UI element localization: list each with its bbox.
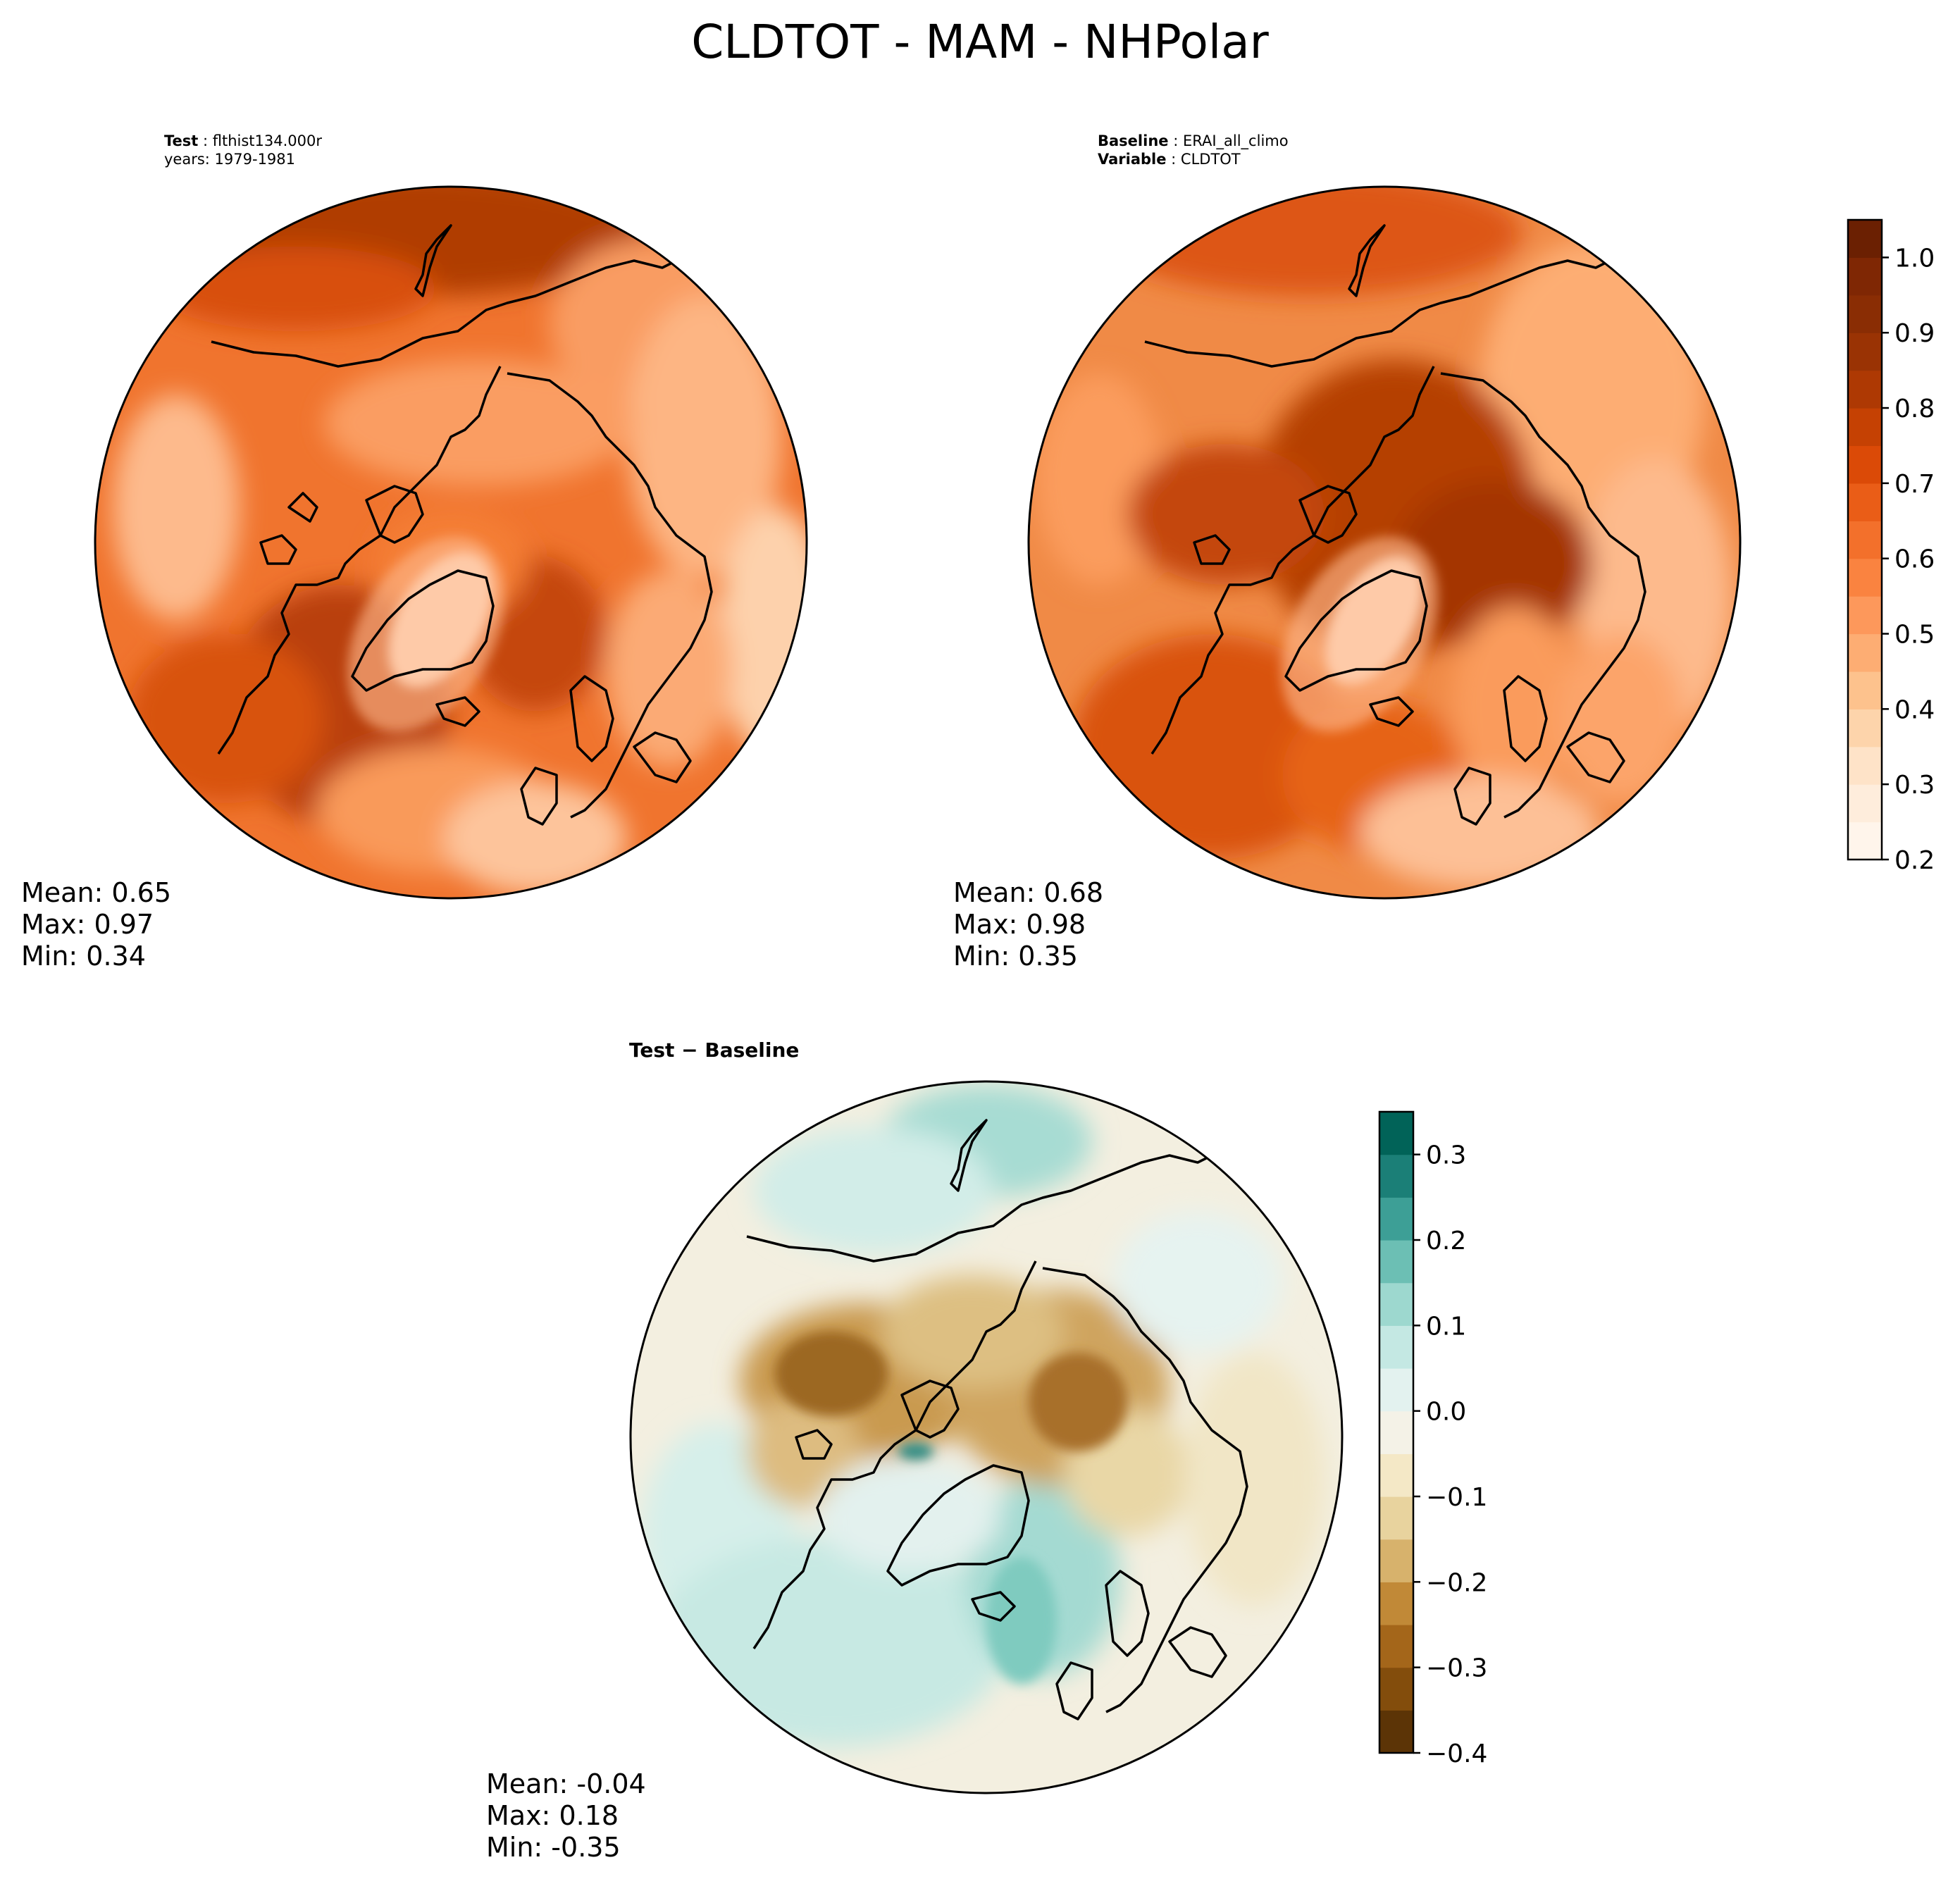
colorbar-difference-tick-label: −0.3 bbox=[1426, 1654, 1487, 1683]
panel-test-stat-min: Min: 0.34 bbox=[21, 941, 146, 972]
colorbar-cldtot-swatch bbox=[1848, 294, 1882, 333]
colorbar-difference-swatch bbox=[1379, 1496, 1413, 1540]
colorbar-difference-swatch bbox=[1379, 1282, 1413, 1326]
colorbar-difference-tick-label: 0.2 bbox=[1426, 1227, 1466, 1255]
colorbar-cldtot-swatch bbox=[1848, 671, 1882, 709]
colorbar-difference-swatch bbox=[1379, 1625, 1413, 1668]
map-difference bbox=[631, 1081, 1342, 1793]
colorbar-cldtot-tick-label: 0.3 bbox=[1894, 771, 1935, 800]
colorbar-cldtot-tick-label: 0.7 bbox=[1894, 470, 1935, 499]
colorbar-cldtot-swatch bbox=[1848, 521, 1882, 559]
colorbar-cldtot-swatch bbox=[1848, 408, 1882, 447]
colorbar-difference-swatch bbox=[1379, 1667, 1413, 1711]
panel-test-header-line2: years: 1979-1981 bbox=[164, 151, 295, 168]
map-test bbox=[95, 187, 807, 898]
colorbar-difference-swatch bbox=[1379, 1240, 1413, 1284]
panel-baseline-header-line1: Baseline : ERAI_all_climo bbox=[1098, 132, 1289, 150]
panel-baseline-stat-min: Min: 0.35 bbox=[953, 941, 1078, 972]
colorbar-cldtot-tick-label: 0.2 bbox=[1894, 846, 1935, 875]
colorbar-difference-frame bbox=[1378, 1110, 1415, 1754]
colorbar-difference-tick-label: −0.4 bbox=[1426, 1740, 1487, 1768]
colorbar-cldtot-swatch bbox=[1848, 746, 1882, 785]
colorbar-difference-tick-label: −0.2 bbox=[1426, 1568, 1487, 1597]
colorbar-difference-tick-label: 0.1 bbox=[1426, 1312, 1466, 1341]
figure-title: CLDTOT - MAM - NHPolar bbox=[691, 15, 1269, 69]
colorbar-difference-swatch bbox=[1379, 1453, 1413, 1497]
colorbar-difference-swatch bbox=[1379, 1710, 1413, 1754]
colorbar-difference-swatch bbox=[1379, 1325, 1413, 1369]
colorbar-cldtot-swatch bbox=[1848, 333, 1882, 371]
panel-test-header-line1: Test : flthist134.000r bbox=[164, 132, 322, 149]
colorbar-difference-swatch bbox=[1379, 1112, 1413, 1155]
colorbar-cldtot-swatch bbox=[1848, 596, 1882, 635]
panel-difference-stat-max: Max: 0.18 bbox=[486, 1800, 619, 1831]
colorbar-cldtot-tick-label: 0.4 bbox=[1894, 695, 1935, 724]
colorbar-cldtot-tick-label: 1.0 bbox=[1894, 244, 1935, 273]
map-test-boundary bbox=[94, 185, 808, 900]
colorbar-cldtot-swatch bbox=[1848, 709, 1882, 748]
colorbar-cldtot-tick-label: 0.5 bbox=[1894, 621, 1935, 650]
colorbar-cldtot-tick-label: 0.9 bbox=[1894, 319, 1935, 348]
colorbar-cldtot-swatch bbox=[1848, 558, 1882, 597]
colorbar-cldtot: 0.2 0.3 0.4 0.5 0.6 0.7 0.8 0.9 1.0 bbox=[1847, 218, 1935, 875]
colorbar-cldtot-frame bbox=[1847, 218, 1883, 861]
colorbar-cldtot-swatch bbox=[1848, 370, 1882, 409]
colorbar-difference: −0.4 −0.3 −0.2 −0.1 0.0 0.1 0.2 0.3 bbox=[1378, 1110, 1487, 1768]
panel-difference: Test − Baseline bbox=[486, 1038, 1344, 1863]
colorbar-difference-tick-label: −0.1 bbox=[1426, 1483, 1487, 1512]
panel-test-stat-max: Max: 0.97 bbox=[21, 909, 154, 940]
colorbar-cldtot-tick-label: 0.6 bbox=[1894, 545, 1935, 574]
colorbar-difference-swatch bbox=[1379, 1154, 1413, 1198]
panel-difference-stat-min: Min: -0.35 bbox=[486, 1832, 621, 1863]
colorbar-difference-swatch bbox=[1379, 1368, 1413, 1412]
map-difference-boundary bbox=[629, 1080, 1344, 1794]
panel-test-stat-mean: Mean: 0.65 bbox=[21, 877, 171, 908]
colorbar-cldtot-swatch bbox=[1848, 257, 1882, 296]
colorbar-cldtot-swatch bbox=[1848, 483, 1882, 521]
colorbar-difference-swatch bbox=[1379, 1582, 1413, 1625]
panel-baseline-header-line2: Variable : CLDTOT bbox=[1098, 151, 1241, 168]
colorbar-cldtot-tick-label: 0.8 bbox=[1894, 395, 1935, 423]
colorbar-difference-tick-label: 0.3 bbox=[1426, 1141, 1466, 1170]
colorbar-difference-tick-label: 0.0 bbox=[1426, 1398, 1466, 1427]
colorbar-cldtot-swatch bbox=[1848, 633, 1882, 672]
colorbar-difference-swatch bbox=[1379, 1410, 1413, 1454]
panel-difference-stat-mean: Mean: -0.04 bbox=[486, 1768, 646, 1799]
map-baseline bbox=[1029, 187, 1740, 898]
map-baseline-boundary bbox=[1027, 185, 1742, 900]
colorbar-cldtot-swatch bbox=[1848, 821, 1882, 860]
colorbar-difference-swatch bbox=[1379, 1539, 1413, 1582]
colorbar-cldtot-swatch bbox=[1848, 784, 1882, 823]
panel-baseline-stat-max: Max: 0.98 bbox=[953, 909, 1086, 940]
panel-difference-header: Test − Baseline bbox=[629, 1038, 799, 1062]
colorbar-difference-swatch bbox=[1379, 1197, 1413, 1241]
colorbar-cldtot-swatch bbox=[1848, 445, 1882, 484]
panel-test: Test : flthist134.000r years: 1979-1981 bbox=[21, 132, 808, 972]
colorbar-cldtot-swatch bbox=[1848, 220, 1882, 259]
panel-baseline-stat-mean: Mean: 0.68 bbox=[953, 877, 1103, 908]
panel-baseline: Baseline : ERAI_all_climo Variable : CLD… bbox=[953, 132, 1742, 972]
